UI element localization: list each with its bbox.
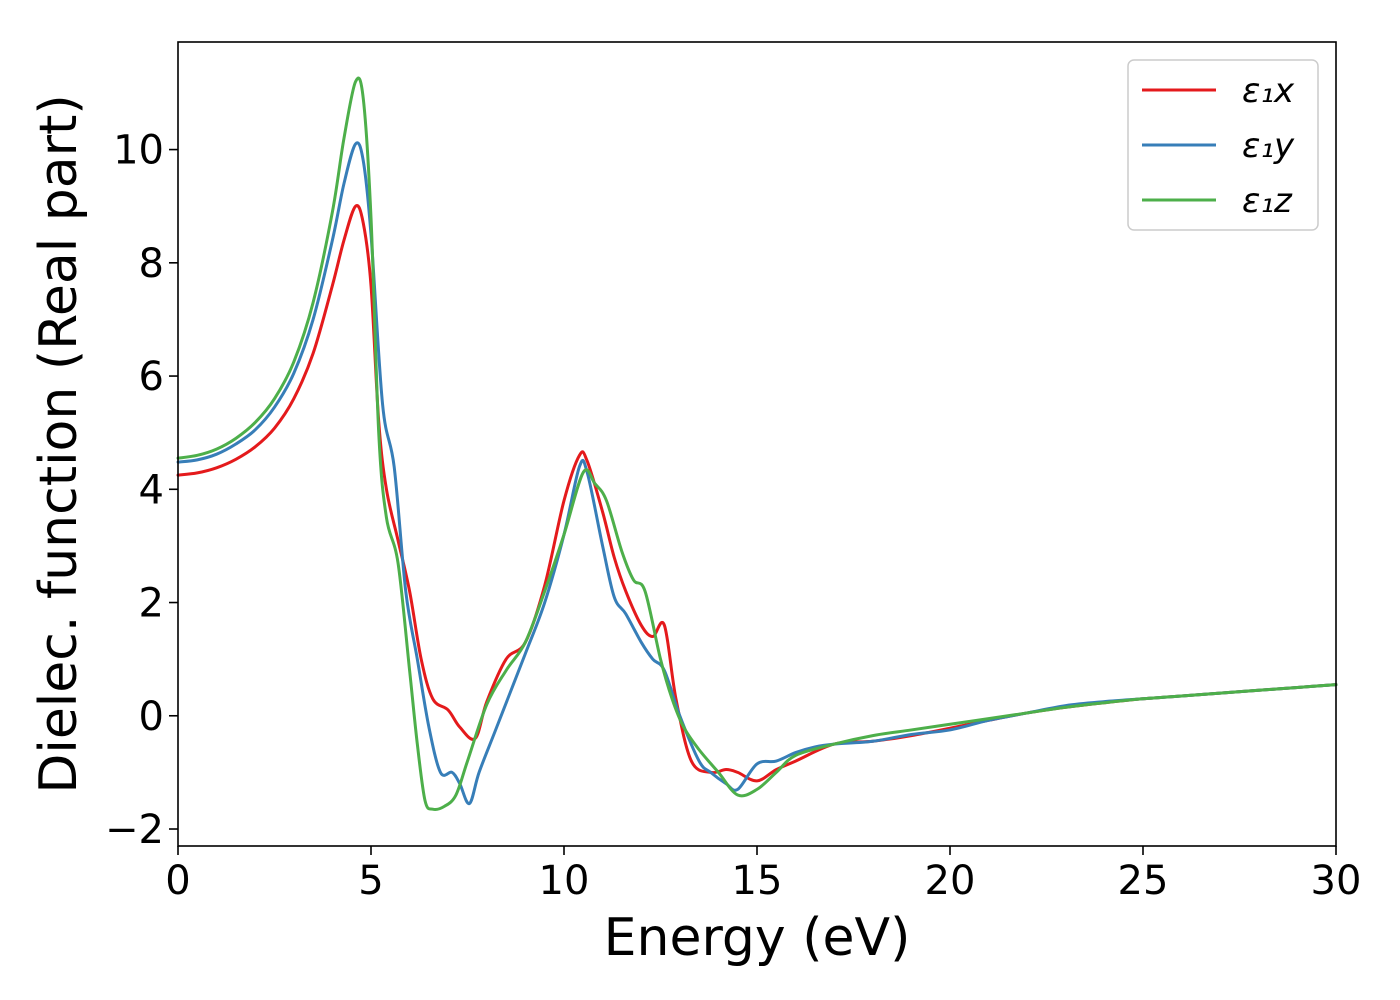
legend-box [1127, 59, 1319, 231]
x-tick-label: 0 [165, 858, 190, 904]
y-tick-label: 4 [139, 467, 164, 513]
legend-label-2: ε₁y [1242, 126, 1295, 166]
legend-label-3: ε₁z [1242, 181, 1293, 221]
x-tick-label: 15 [732, 858, 783, 904]
x-tick-label: 10 [539, 858, 590, 904]
y-tick-label: 8 [139, 241, 164, 287]
series-layer [176, 76, 1338, 811]
y-axis-title: Dielec. function (Real part) [29, 94, 89, 793]
y-tick-label: 6 [139, 354, 164, 400]
x-tick-label: 20 [925, 858, 976, 904]
legend-label-1: ε₁x [1242, 71, 1295, 111]
y-tick-label: 0 [139, 694, 164, 740]
x-tick-label: 30 [1311, 858, 1362, 904]
x-axis-title: Energy (eV) [604, 908, 911, 968]
series-line-3 [176, 76, 1338, 811]
series-line-2 [176, 141, 1338, 806]
legend: ε₁x ε₁y ε₁z [1127, 59, 1319, 231]
y-tick-label: −2 [105, 807, 164, 853]
y-axis-ticks: −2 0 2 4 6 8 10 [105, 128, 178, 853]
x-axis-ticks: 0 5 10 15 20 25 30 [165, 846, 1361, 904]
y-tick-label: 2 [139, 581, 164, 627]
x-tick-label: 5 [358, 858, 383, 904]
x-tick-label: 25 [1118, 858, 1169, 904]
y-tick-label: 10 [113, 128, 164, 174]
